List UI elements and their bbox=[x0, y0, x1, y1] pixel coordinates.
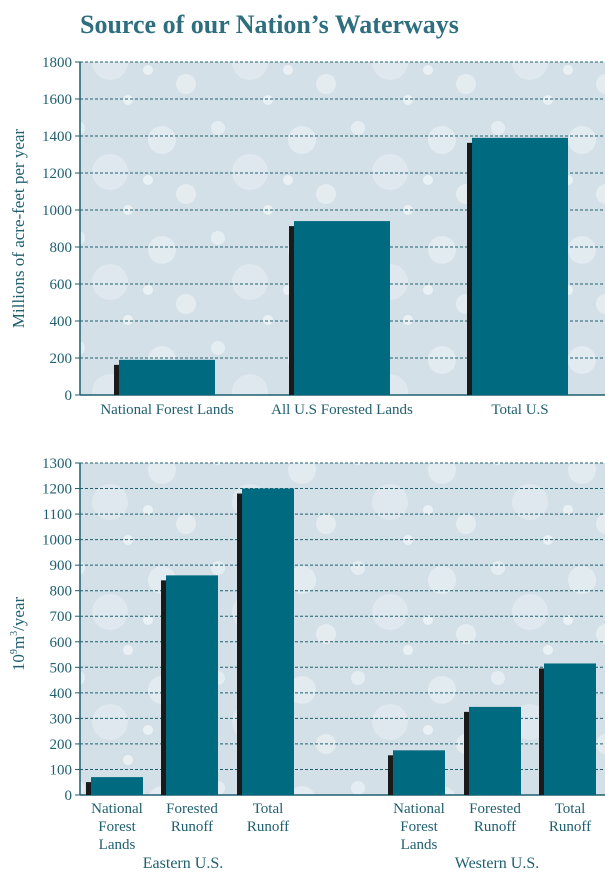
c2-group-label-western: Western U.S. bbox=[455, 855, 539, 872]
c1-category-label: Total U.S bbox=[491, 402, 548, 418]
c2-bar bbox=[166, 575, 218, 795]
c2-y-axis-label-base: 10 bbox=[9, 654, 28, 671]
c2-ytick-label: 1200 bbox=[42, 482, 72, 498]
c2-category-label: Total Runoff bbox=[247, 801, 289, 835]
c1-ytick-label: 1600 bbox=[42, 92, 72, 108]
c1-ytick-label: 1000 bbox=[42, 203, 72, 219]
c2-ytick-label: 400 bbox=[50, 686, 73, 702]
c2-category-label-line: Runoff bbox=[171, 819, 213, 835]
c2-bar-shadow bbox=[86, 782, 92, 795]
c1-bar bbox=[472, 137, 568, 395]
c1-ytick-label: 1400 bbox=[42, 129, 72, 145]
c2-category-label-line: Runoff bbox=[549, 819, 591, 835]
c2-ytick-label: 1300 bbox=[42, 456, 72, 472]
chart-acre-feet: 0 200 400 600 800 1000 1200 1400 1600 1800 Nationa… bbox=[9, 55, 605, 418]
c2-bar bbox=[91, 777, 143, 795]
c2-ytick-label: 800 bbox=[50, 584, 73, 600]
c2-category-label-line: Forested bbox=[469, 801, 521, 817]
c2-category-label-line: National bbox=[91, 801, 143, 817]
c2-category-label: National Forest Lands bbox=[393, 801, 445, 853]
c1-ytick-label: 400 bbox=[50, 314, 73, 330]
c2-bar-shadow bbox=[237, 493, 243, 795]
c2-category-label: Forested Runoff bbox=[166, 801, 218, 835]
c2-category-label: National Forest Lands bbox=[91, 801, 143, 853]
c2-ytick-label: 1000 bbox=[42, 533, 72, 549]
c2-category-label-line: Lands bbox=[99, 837, 136, 853]
c1-bar-shadow bbox=[467, 142, 473, 395]
c1-ytick-label: 1200 bbox=[42, 166, 72, 182]
c2-ytick-label: 700 bbox=[50, 609, 73, 625]
c2-category-label-line: Lands bbox=[401, 837, 438, 853]
c2-bar bbox=[469, 706, 521, 795]
c2-y-axis-label-exp2: 3 bbox=[9, 631, 20, 636]
c1-bar-shadow bbox=[289, 226, 295, 395]
c2-y-axis-label: 109m3/year bbox=[9, 597, 28, 672]
chart-cubic-meters: 0 100 200 300 400 500 600 700 800 900 1000 1100 1200… bbox=[9, 456, 605, 872]
c2-y-axis-label-unit: m bbox=[9, 636, 28, 649]
page-title: Source of our Nation’s Waterways bbox=[80, 10, 459, 39]
c2-group-label-eastern: Eastern U.S. bbox=[143, 855, 223, 872]
c2-category-label-line: Runoff bbox=[247, 819, 289, 835]
c2-ytick-label: 200 bbox=[50, 737, 73, 753]
c2-ytick-label: 0 bbox=[65, 788, 73, 804]
c2-category-label-line: Runoff bbox=[474, 819, 516, 835]
c1-y-axis-label: Millions of acre-feet per year bbox=[9, 129, 28, 329]
c2-ytick-label: 300 bbox=[50, 711, 73, 727]
c2-plot-area bbox=[80, 463, 605, 795]
c1-ytick-label: 200 bbox=[50, 351, 73, 367]
c1-category-label: National Forest Lands bbox=[100, 402, 233, 418]
c2-bar bbox=[393, 750, 445, 795]
c2-category-label-line: Forest bbox=[400, 819, 438, 835]
c1-bar-shadow bbox=[114, 364, 120, 395]
c1-bar bbox=[294, 221, 390, 395]
c2-ytick-label: 100 bbox=[50, 762, 73, 778]
c2-y-axis-label-tail: /year bbox=[9, 597, 28, 631]
c2-bar-shadow bbox=[539, 668, 545, 795]
c2-category-label-line: Total bbox=[555, 801, 586, 817]
c2-ytick-label: 600 bbox=[50, 635, 73, 651]
c2-category-label: Total Runoff bbox=[549, 801, 591, 835]
c2-category-label: Forested Runoff bbox=[469, 801, 521, 835]
c2-bar-shadow bbox=[388, 755, 394, 795]
c1-category-label: All U.S Forested Lands bbox=[271, 402, 413, 418]
c2-bar-shadow bbox=[464, 711, 470, 795]
c2-bar bbox=[242, 488, 294, 795]
c2-category-label-line: National bbox=[393, 801, 445, 817]
c1-ytick-label: 600 bbox=[50, 277, 73, 293]
c2-category-label-line: Total bbox=[253, 801, 284, 817]
c2-category-label-line: Forest bbox=[98, 819, 136, 835]
c2-ytick-label: 900 bbox=[50, 558, 73, 574]
c1-bar bbox=[119, 359, 215, 395]
c1-ytick-label: 0 bbox=[65, 388, 73, 404]
c2-bar-shadow bbox=[161, 580, 167, 795]
c1-ytick-label: 1800 bbox=[42, 55, 72, 71]
c2-ytick-label: 1100 bbox=[43, 507, 72, 523]
c1-ytick-label: 800 bbox=[50, 240, 73, 256]
c2-bar bbox=[544, 663, 596, 795]
c2-y-axis-label-exp1: 9 bbox=[9, 649, 20, 654]
c2-ytick-label: 500 bbox=[50, 660, 73, 676]
c2-category-label-line: Forested bbox=[166, 801, 218, 817]
